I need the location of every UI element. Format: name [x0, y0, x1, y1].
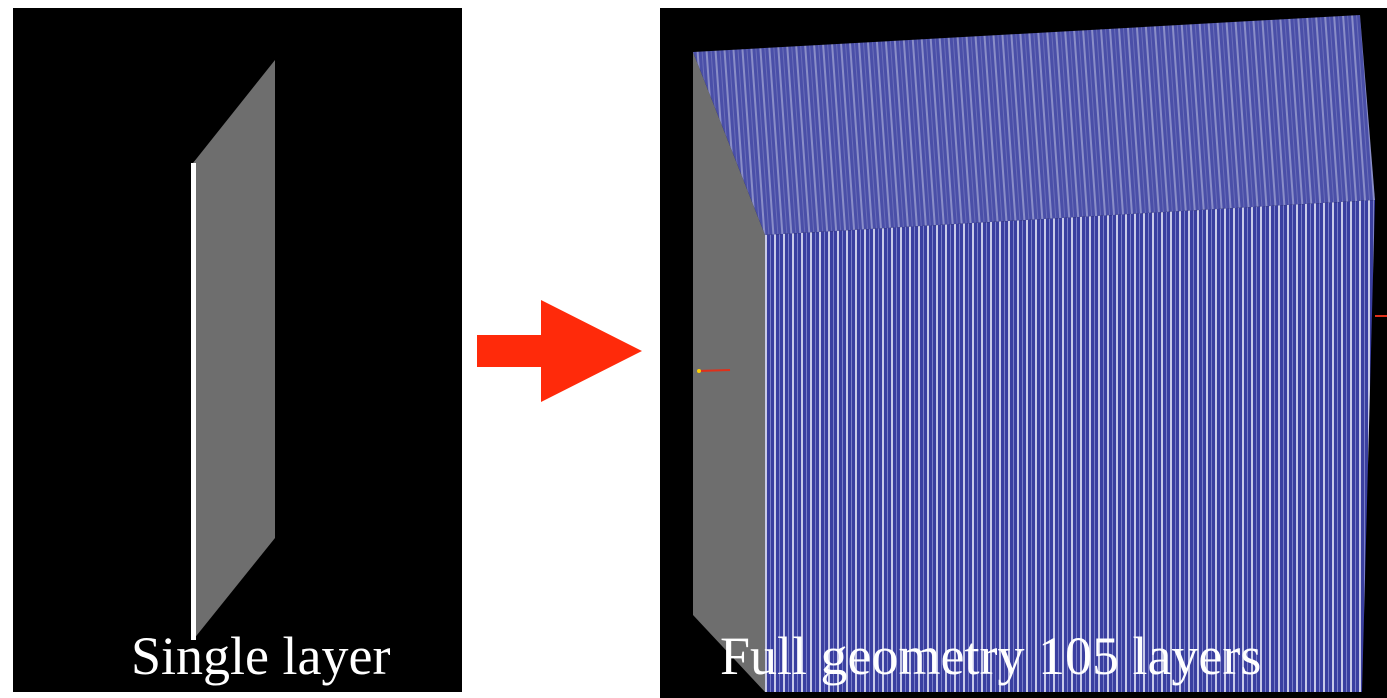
- caption: Full geometry 105 layers: [720, 626, 1261, 686]
- figure: Single layer Full geometry 105 layers: [0, 0, 1387, 698]
- top-face: [693, 15, 1375, 235]
- arrow: [477, 300, 642, 402]
- single-layer-panel: Single layer: [13, 8, 462, 692]
- beam-origin: [697, 369, 701, 373]
- layer-edge: [191, 163, 196, 640]
- front-face: [765, 200, 1375, 692]
- caption: Single layer: [131, 626, 390, 686]
- page: Single layer Full geometry 105 layers ((…: [0, 0, 1387, 698]
- beam: [698, 370, 730, 371]
- full-geometry-panel: Full geometry 105 layers: [660, 8, 1387, 698]
